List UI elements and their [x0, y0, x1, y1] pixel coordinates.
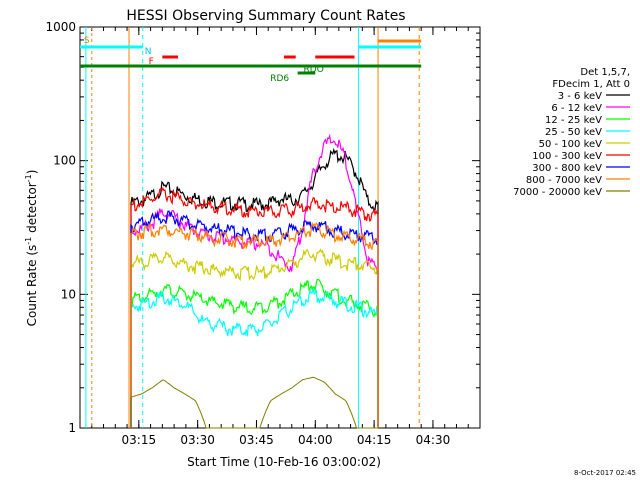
series-line-1 — [130, 133, 379, 428]
legend-header: Det 1,5,7, — [580, 67, 630, 78]
x-tick-label: 03:45 — [239, 433, 274, 447]
legend-entry-label: 25 - 50 keV — [545, 127, 602, 138]
x-tick-label: 04:30 — [416, 433, 451, 447]
y-axis-label-sup2: -1 — [24, 174, 33, 182]
x-tick-label: 04:15 — [357, 433, 392, 447]
series-line-2 — [130, 278, 379, 428]
legend-entry-label: 50 - 100 keV — [539, 139, 603, 150]
y-axis-label-mid: detector — [25, 182, 39, 237]
legend-entry-label: 6 - 12 keV — [551, 103, 602, 114]
flag-label-n: N — [145, 47, 152, 57]
series-line-4 — [130, 248, 379, 428]
legend-entry-label: 3 - 6 keV — [558, 91, 602, 102]
y-tick-label: 10 — [61, 287, 76, 301]
flag-label-f: F — [149, 57, 154, 67]
flag-label-s: S — [84, 36, 90, 46]
y-axis-label-main: Count Rate (s — [25, 245, 39, 327]
y-axis-label-end: ) — [25, 170, 39, 175]
x-tick-label: 03:15 — [122, 433, 157, 447]
footer-date: 8-Oct-2017 02:45 — [574, 469, 636, 477]
legend-entry-label: 7000 - 20000 keV — [513, 187, 602, 198]
legend-entry-label: 12 - 25 keV — [545, 115, 602, 126]
series-line-5 — [130, 186, 379, 428]
legend-entry-label: 800 - 7000 keV — [526, 175, 602, 186]
x-tick-label: 03:30 — [180, 433, 215, 447]
flag-label-rdo: RDO — [304, 65, 324, 75]
y-tick-label: 100 — [53, 154, 76, 168]
x-axis-label: Start Time (10-Feb-16 03:00:02) — [187, 455, 381, 469]
legend-entry-label: 100 - 300 keV — [532, 151, 602, 162]
y-tick-label: 1000 — [45, 20, 76, 34]
series-line-3 — [130, 288, 379, 428]
series-line-8 — [130, 376, 378, 429]
y-axis-label: Count Rate (s-1 detector-1) — [24, 170, 39, 327]
series-line-0 — [130, 147, 379, 428]
legend-header: FDecim 1, Att 0 — [552, 79, 630, 90]
plot-area: 1 10 100 1000 03:15 03:30 03:45 04:00 04:15 04:30… — [45, 20, 481, 447]
flag-label-rd6: RD6 — [270, 74, 289, 84]
x-tick-label: 04:00 — [298, 433, 333, 447]
series-line-7 — [130, 221, 379, 428]
y-tick-label: 1 — [68, 421, 76, 435]
legend-entry-label: 300 - 800 keV — [532, 163, 602, 174]
chart-title: HESSI Observing Summary Count Rates — [126, 8, 405, 24]
y-axis-label-sup1: -1 — [24, 237, 33, 245]
